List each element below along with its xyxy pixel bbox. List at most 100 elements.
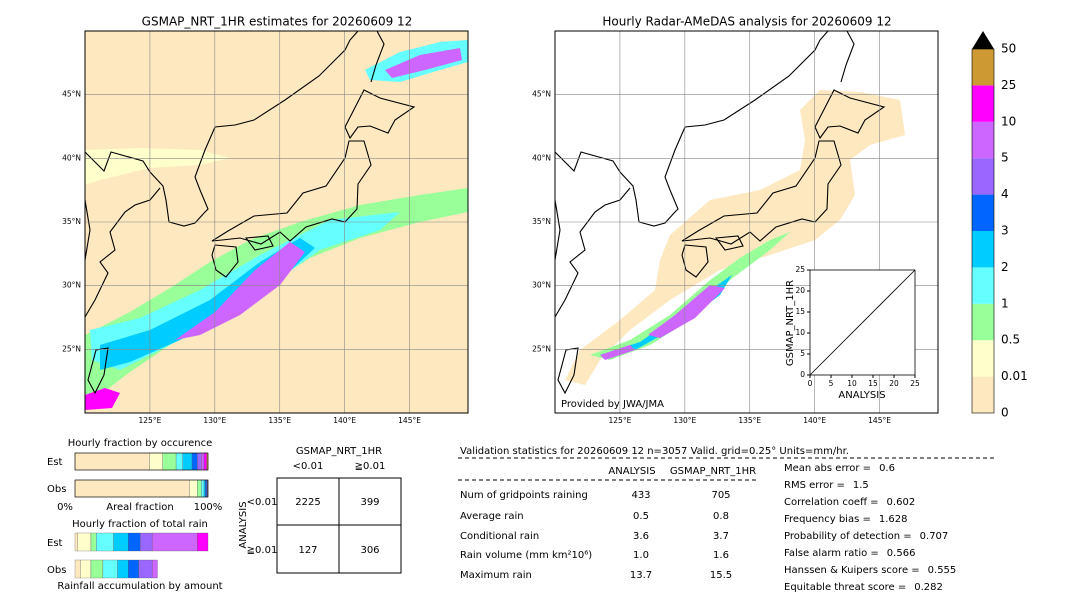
fraction-segment: [197, 452, 202, 471]
fraction-segment: [175, 452, 183, 471]
row-label: Obs: [47, 484, 66, 495]
fraction-segment: [128, 532, 141, 552]
table-title: GSMAP_NRT_1HR: [296, 446, 382, 457]
lon-tick-label: 145°E: [398, 416, 421, 425]
bar-frame: [74, 479, 209, 498]
colorbar-label: 5: [1001, 151, 1009, 165]
colorbar-label: 0.01: [1001, 369, 1028, 383]
fraction-segment: [74, 452, 150, 471]
fraction-segment: [128, 559, 139, 579]
colorbar-label: 25: [1001, 78, 1016, 92]
cell: 127: [298, 545, 317, 556]
stat-value: 0.5: [633, 511, 649, 522]
colorbar-band: [972, 303, 994, 341]
scatter-xlabel: ANALYSIS: [838, 390, 885, 401]
colorbar-label: 0: [1001, 406, 1009, 420]
stat-value: 705: [711, 490, 730, 501]
col-label: <0.01: [293, 461, 324, 472]
fraction-segment: [113, 532, 129, 552]
x-tick-label: 0: [808, 379, 813, 388]
rain-area: [648, 285, 725, 338]
lon-tick-label: 130°E: [203, 416, 226, 425]
x-tick-label: 15: [868, 379, 878, 388]
stat-label: Average rain: [460, 511, 524, 522]
fraction-segment: [151, 559, 158, 579]
colorbar-extend: [972, 31, 994, 49]
lat-tick-label: 40°N: [62, 153, 81, 162]
rain-area: [85, 148, 230, 185]
score-label: Mean abs error =: [784, 463, 871, 474]
stat-value: 433: [631, 490, 650, 501]
fraction-segment: [90, 559, 104, 579]
lon-tick-label: 135°E: [738, 416, 761, 425]
lat-tick-label: 45°N: [532, 90, 551, 99]
lon-tick-label: 140°E: [333, 416, 356, 425]
lon-tick-label: 145°E: [868, 416, 891, 425]
lon-tick-label: 125°E: [139, 416, 162, 425]
cell: 2225: [295, 497, 320, 508]
y-tick-label: 15: [795, 307, 805, 316]
stat-value: 0.8: [713, 511, 729, 522]
score-value: 0.282: [914, 582, 943, 593]
fraction-segment: [96, 532, 114, 552]
map-frame: [554, 30, 939, 414]
score-value: 0.566: [887, 548, 916, 559]
score-value: 0.602: [887, 497, 916, 508]
map-frame: [84, 30, 469, 414]
radar-coverage: [565, 90, 905, 385]
score-value: 0.555: [928, 565, 957, 576]
lat-tick-label: 35°N: [532, 217, 551, 226]
colorbar-band: [972, 340, 994, 377]
stat-value: 1.0: [633, 550, 649, 561]
fraction-segment: [201, 452, 205, 471]
y-tick-label: 0: [800, 370, 805, 379]
fraction-segment: [77, 532, 92, 552]
colorbar-label: 2: [1001, 260, 1009, 274]
fraction-segment: [197, 479, 202, 498]
fraction-segment: [203, 452, 207, 471]
colorbar-frame: [971, 48, 995, 414]
y-tick-label: 10: [795, 328, 805, 337]
axis-label: Areal fraction: [106, 502, 173, 513]
lat-tick-label: 30°N: [532, 281, 551, 290]
score-value: 0.6: [879, 463, 895, 474]
colorbar-band: [972, 85, 994, 122]
score-label: Frequency bias =: [784, 514, 871, 525]
x-tick-label: 20: [889, 379, 899, 388]
rain-area: [85, 188, 468, 400]
colorbar-band: [972, 231, 994, 268]
row-axis: ANALYSIS: [238, 501, 249, 548]
lat-tick-label: 45°N: [62, 90, 81, 99]
fraction-segment: [74, 559, 81, 579]
left-map-title: GSMAP_NRT_1HR estimates for 20260609 12: [142, 15, 413, 29]
colorbar-label: 3: [1001, 224, 1009, 238]
col-label: ≧0.01: [355, 461, 386, 472]
fraction-segment: [203, 479, 206, 498]
lat-tick-label: 25°N: [532, 344, 551, 353]
map-credit: Provided by JWA/JMA: [561, 399, 664, 410]
score-label: RMS error =: [784, 480, 845, 491]
x-tick-label: 10: [847, 379, 857, 388]
rain-area: [590, 232, 790, 360]
colorbar-label: 1: [1001, 296, 1009, 310]
colorbar-band: [972, 49, 994, 86]
rain-area: [85, 388, 120, 410]
fraction-segment: [138, 559, 153, 579]
colorbar-band: [972, 158, 994, 195]
lon-tick-label: 125°E: [609, 416, 632, 425]
score-value: 0.707: [920, 531, 949, 542]
diagonal: [809, 269, 916, 376]
stat-value: 15.5: [710, 570, 732, 581]
right-map: Provided by JWA/JMA ANALYSIS GSMAP_NRT_1…: [554, 30, 939, 414]
lon-tick-label: 130°E: [673, 416, 696, 425]
colorbar-band: [972, 376, 994, 413]
right-map-title: Hourly Radar-AMeDAS analysis for 2026060…: [602, 15, 891, 29]
row-label: Est: [47, 538, 63, 549]
total-rain-footer: Rainfall accumulation by amount: [57, 581, 222, 592]
y-tick-label: 25: [795, 265, 805, 274]
score-value: 1.5: [853, 480, 869, 491]
lat-tick-label: 35°N: [62, 217, 81, 226]
fraction-segment: [149, 452, 163, 471]
score-label: Correlation coeff =: [784, 497, 879, 508]
axis-label: 100%: [194, 502, 223, 513]
